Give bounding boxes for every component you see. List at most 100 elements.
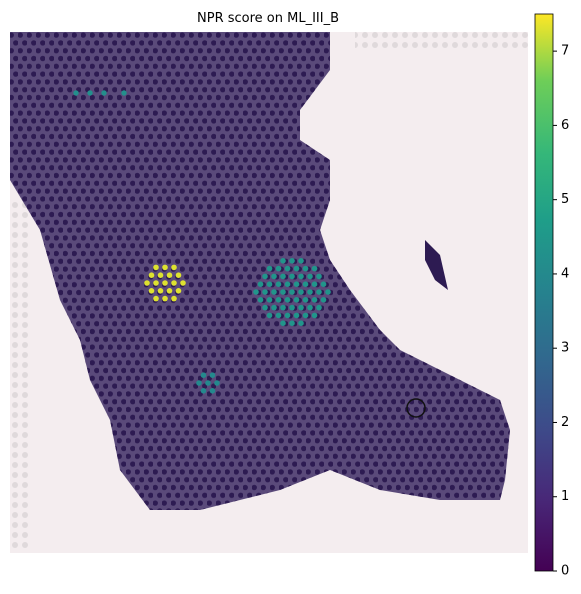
spot — [121, 90, 127, 96]
cluster — [144, 264, 186, 302]
spot — [209, 388, 216, 394]
spot — [200, 388, 207, 394]
spot — [266, 265, 273, 272]
spot — [171, 264, 177, 271]
spot — [302, 297, 309, 303]
spot — [148, 272, 155, 279]
score-clusters — [73, 90, 331, 394]
spot — [311, 281, 318, 288]
spot — [298, 258, 304, 264]
colorbar-tick-label: 0 — [561, 564, 569, 579]
spot — [289, 258, 295, 264]
cluster — [253, 258, 331, 327]
spot — [284, 312, 291, 319]
spot — [311, 297, 318, 303]
spot — [262, 304, 268, 311]
spot — [253, 289, 259, 295]
spot — [266, 312, 273, 319]
spot — [289, 289, 295, 295]
colorbar-tick-label: 7 — [561, 44, 569, 59]
spot — [162, 295, 168, 302]
spot — [316, 304, 322, 311]
spot — [157, 288, 164, 294]
spot — [302, 265, 309, 272]
tissue-image — [10, 32, 528, 553]
spot — [271, 273, 277, 280]
spot — [325, 289, 331, 295]
spot — [148, 288, 155, 294]
spot — [171, 280, 177, 286]
spot — [280, 273, 286, 280]
spot — [175, 288, 182, 294]
spot — [293, 265, 300, 272]
spot — [293, 312, 300, 319]
spot — [289, 304, 295, 311]
spot — [153, 295, 159, 302]
spot — [275, 265, 282, 272]
spot — [302, 281, 309, 288]
cluster — [73, 90, 127, 96]
colorbar-tick-label: 3 — [561, 341, 569, 356]
spot — [200, 372, 207, 379]
spot — [262, 273, 268, 280]
spot — [275, 312, 282, 319]
spot — [284, 297, 291, 303]
colorbar-tick-label: 1 — [561, 489, 569, 504]
spot — [262, 289, 268, 295]
colorbar-gradient — [534, 13, 554, 572]
spot — [166, 272, 173, 279]
spot — [316, 289, 322, 295]
spot — [162, 280, 168, 286]
spot — [284, 265, 291, 272]
spot — [275, 281, 282, 288]
colorbar-tick-label: 2 — [561, 415, 569, 430]
spot — [293, 281, 300, 288]
spot — [101, 90, 107, 96]
spot — [266, 297, 273, 303]
spot — [153, 264, 159, 271]
spot — [307, 273, 313, 280]
colorbar-tick-label: 5 — [561, 192, 569, 207]
spot — [196, 380, 202, 386]
spot — [280, 320, 286, 327]
spot — [73, 90, 79, 96]
spot — [302, 312, 309, 319]
spot — [144, 280, 150, 286]
spot — [316, 273, 322, 280]
colorbar-tick-label: 4 — [561, 266, 569, 281]
spot — [266, 281, 273, 288]
spot — [275, 297, 282, 303]
spot — [157, 272, 164, 279]
spot — [153, 280, 159, 286]
spot — [298, 289, 304, 295]
spot — [175, 272, 182, 279]
spot — [280, 289, 286, 295]
spot — [171, 295, 177, 302]
spot — [311, 312, 318, 319]
spot — [280, 304, 286, 311]
spot — [320, 297, 327, 303]
colorbar-tick-label: 6 — [561, 118, 569, 133]
spot — [289, 320, 295, 327]
spot — [298, 304, 304, 311]
spot — [257, 281, 264, 288]
spot — [298, 320, 304, 327]
cluster — [196, 372, 220, 394]
spot — [311, 265, 318, 272]
spot — [293, 297, 300, 303]
spot — [271, 304, 277, 311]
spot — [87, 90, 93, 96]
spot — [271, 289, 277, 295]
spot — [307, 289, 313, 295]
chart-title: NPR score on ML_III_B — [197, 11, 339, 26]
spot — [209, 372, 216, 379]
spot — [205, 380, 211, 386]
spot — [257, 297, 264, 303]
spot — [280, 258, 286, 264]
spot — [307, 304, 313, 311]
spot — [289, 273, 295, 280]
spot — [320, 281, 327, 288]
spot — [298, 273, 304, 280]
colorbar: 0 1 2 3 4 5 6 7 — [534, 13, 569, 579]
